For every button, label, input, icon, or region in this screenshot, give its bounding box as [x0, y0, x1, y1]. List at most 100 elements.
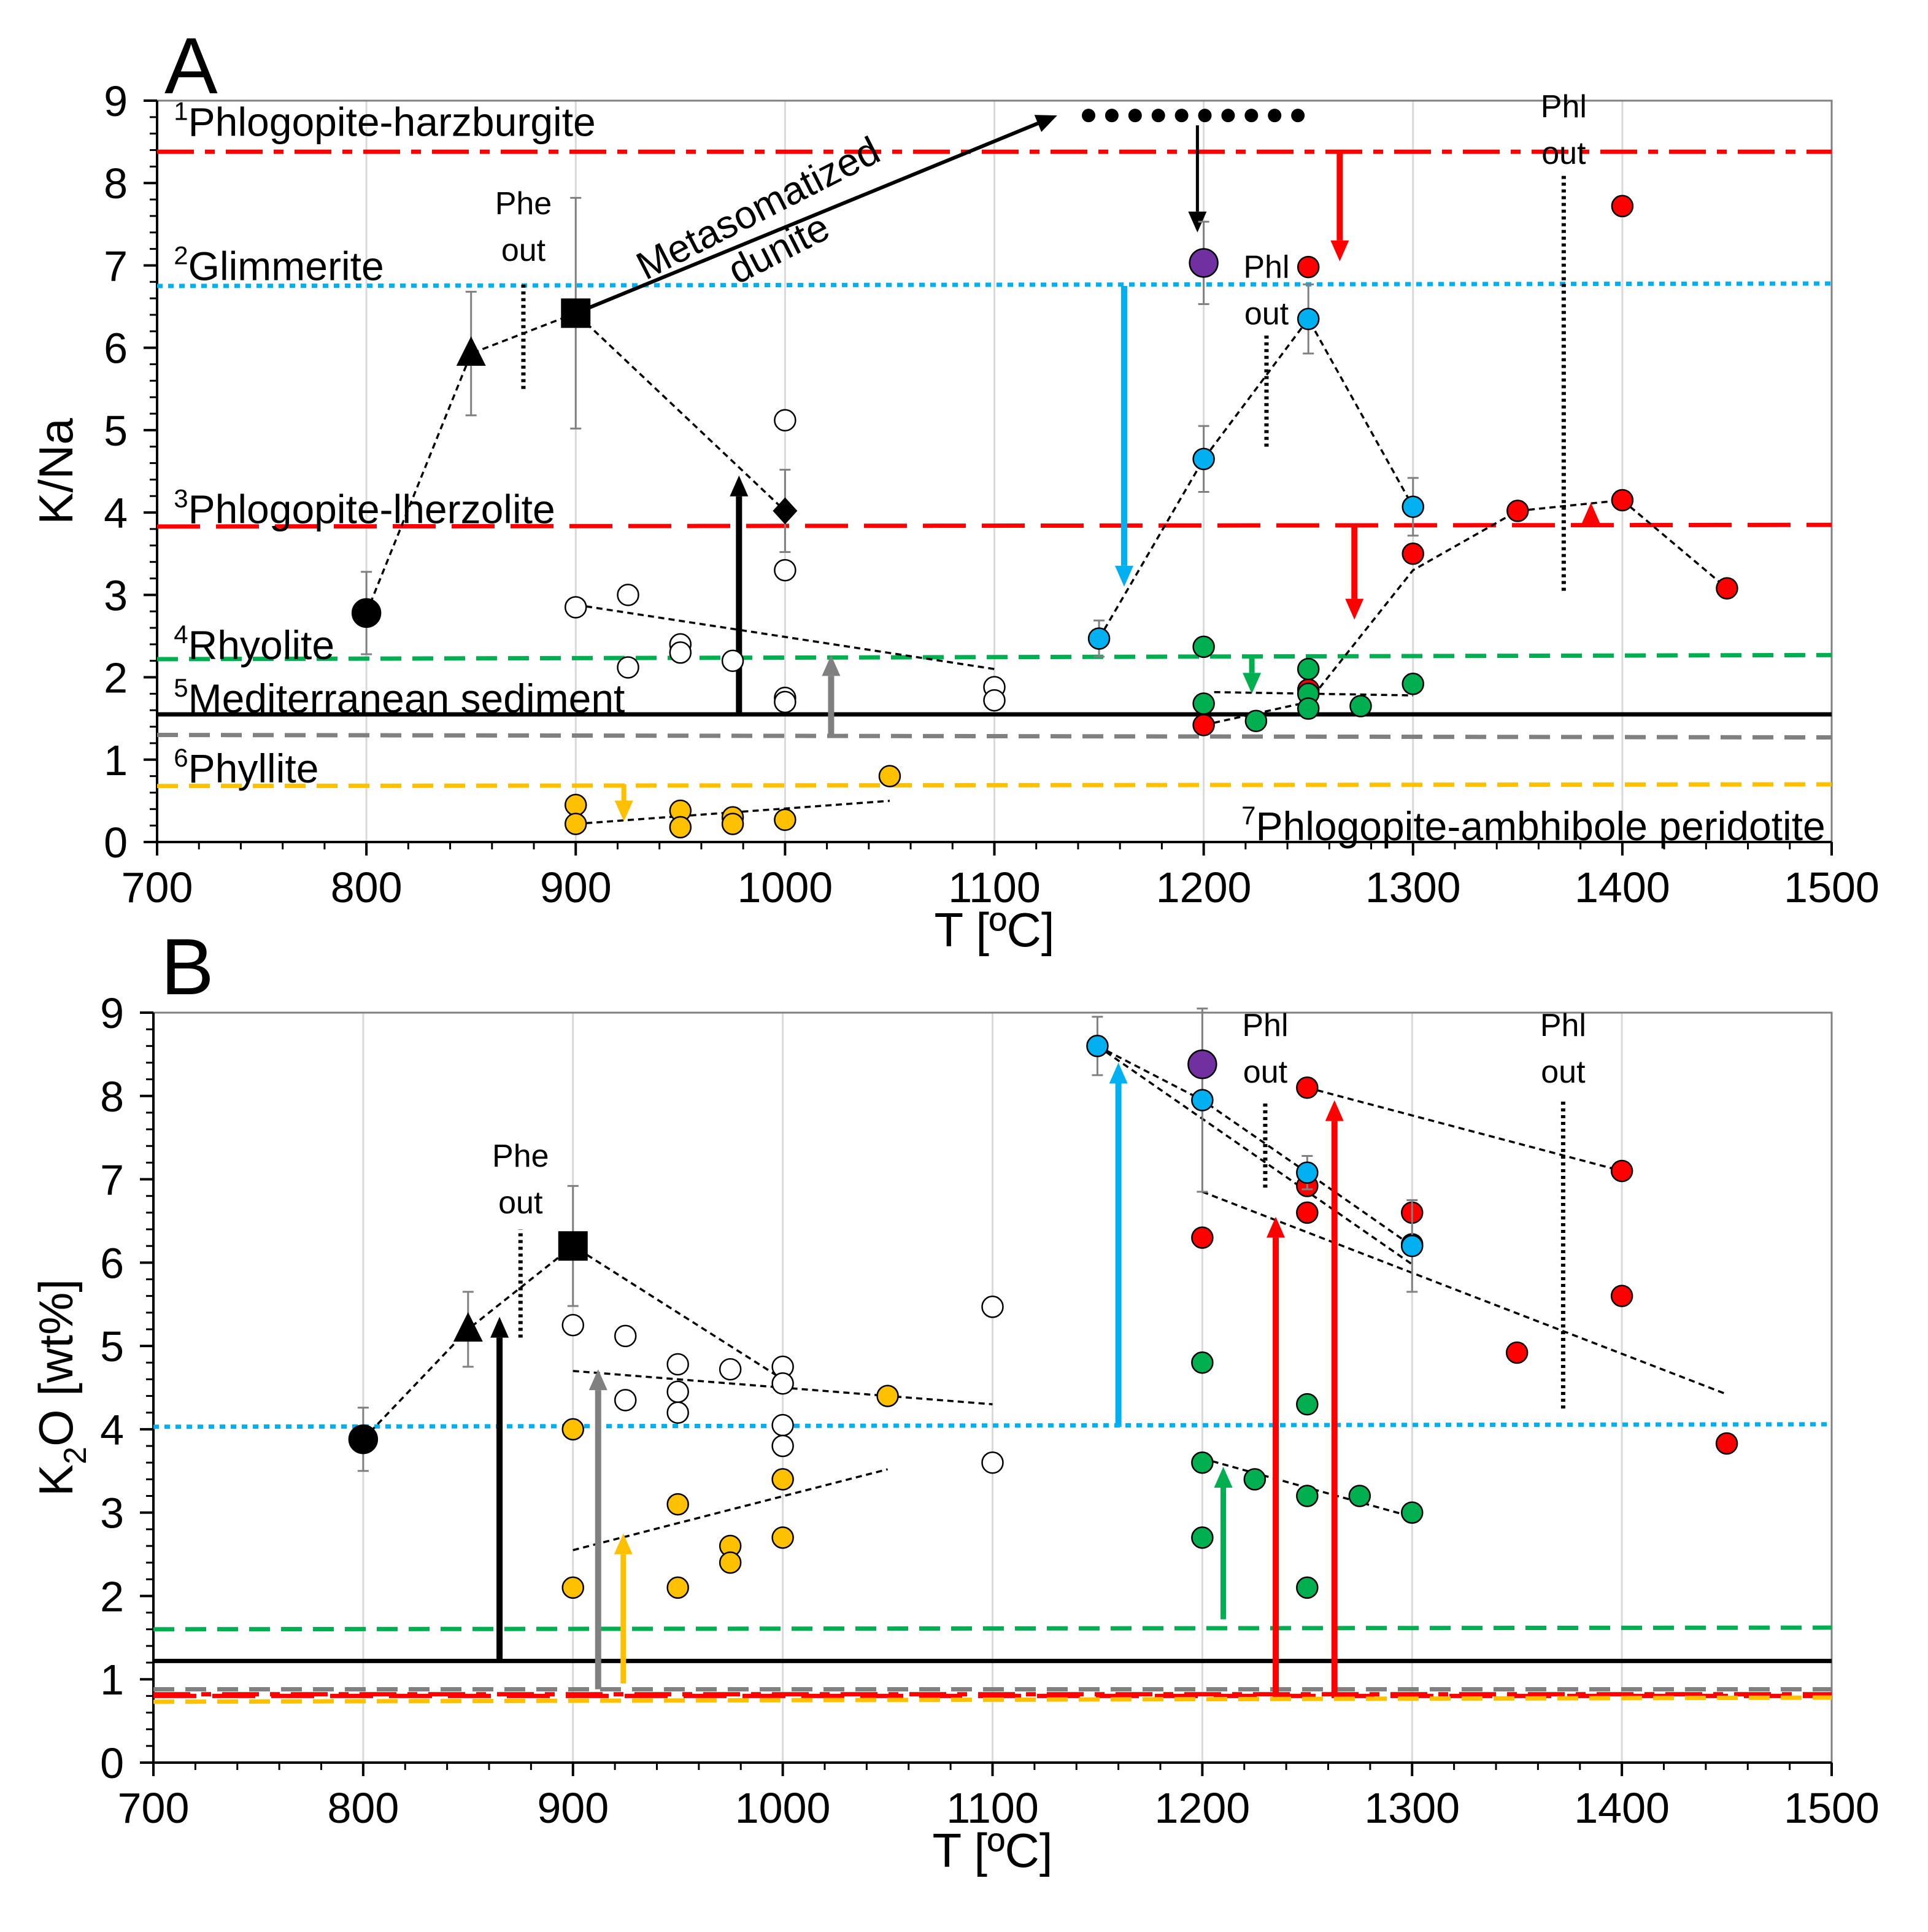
panel-a-gray-up-arrow [822, 655, 841, 735]
panel-b-phyllite-point [666, 1493, 689, 1516]
panel-a-phl-out-label-1-line: Phl [1243, 250, 1289, 285]
panel-a-gray-up-arrow-head [822, 655, 841, 676]
panel-b-y-axis-label: K2O [wt%] [29, 1279, 93, 1496]
panel-a-y-tick-label: 8 [104, 160, 128, 207]
panel-a-dunite-trend-arrow-head [1034, 115, 1057, 132]
panel-b-phl-out-label-2: Phl out [1540, 1008, 1586, 1090]
panel-a-dunite-dotted-series-dot [1244, 109, 1259, 123]
panel-b-phyllite-trendline [573, 1468, 888, 1551]
panel-b-y-tick-label: 0 [100, 1739, 124, 1787]
panel-b-cyan-up-arrow [1109, 1062, 1128, 1427]
panel-a-phyllite-point [669, 816, 692, 839]
panel-a-mediterranean-sediment-point [617, 584, 639, 606]
panel-a-green-down-arrow [1243, 655, 1262, 694]
panel-b: 700 800 900 1000 1100 1200 1300 1400 1500 0 1 2 3 4 5 6… [29, 922, 1880, 1877]
ref-phl-lherzolite-text: Phlogopite-lherzolite [188, 486, 555, 531]
panel-a: 700 800 900 1000 1100 1200 1300 1400 1500 0 1 2 3 4 5 6… [29, 21, 1880, 957]
panel-a-dunite-trend-arrow-shaft [575, 122, 1039, 315]
refB-glimmerite-line [153, 1422, 1832, 1429]
panel-a-rhyolite-point [1297, 697, 1320, 720]
panel-b-phl-out-label-1: Phl out [1242, 1008, 1288, 1090]
panel-a-metasomatized-dunite-point [561, 298, 591, 328]
panel-b-x-tick-label: 1200 [1155, 1784, 1251, 1832]
panel-b-rhyolite-point [1243, 1468, 1267, 1491]
panel-a-y-tick-label: 4 [104, 489, 128, 537]
panel-a-dunite-dotted-series-dot [1221, 109, 1235, 123]
panel-b-mediterranean-sediment-point [981, 1451, 1004, 1474]
panel-b-cyan-up-arrow-head [1109, 1062, 1128, 1084]
panel-b-rhyolite-point [1348, 1485, 1371, 1507]
panel-a-red-down-arrow-upper-head [1330, 240, 1349, 261]
ref-phl-lherzolite-line [156, 522, 1832, 529]
ref-rhyolite-superscript: 4 [174, 620, 188, 649]
panel-b-gray-up-arrow-head [588, 1369, 607, 1391]
panel-a-red-down-arrow-upper [1330, 152, 1349, 261]
panel-b-glimmerite-point [1191, 1089, 1214, 1111]
panel-b-x-axis-label: T [ºC] [932, 1823, 1052, 1877]
panel-a-x-tick-label: 1400 [1575, 864, 1670, 911]
panel-a-glimmerite-point [1192, 447, 1215, 471]
panel-b-red-up-arrow-right-head [1325, 1100, 1344, 1121]
ref-phl-harzburgite-label: 1Phlogopite-harzburgite [174, 97, 595, 145]
panel-a-phlogopite-harzburgite-point [1297, 255, 1320, 279]
panel-b-mediterranean-sediment-point [771, 1434, 794, 1458]
panel-a-x-tick-label: 1300 [1365, 864, 1461, 911]
panel-b-y-tick-label: 2 [100, 1572, 124, 1620]
panel-b-mediterranean-sediment-point [719, 1358, 742, 1381]
panel-b-x-tick-label: 900 [537, 1784, 609, 1832]
panel-b-y-tick-label: 7 [100, 1156, 124, 1204]
panel-b-x-tick-label: 1100 [946, 1784, 1039, 1832]
panel-a-mediterranean-sediment-point [774, 558, 796, 582]
panel-a-mediterranean-sediment-point [565, 596, 587, 619]
panel-a-phyllite-point [774, 808, 796, 832]
ref-phl-amph-peridotite-line [156, 733, 1832, 740]
panel-a-phyllite-point [565, 794, 587, 816]
panel-a-x-tick-label: 700 [121, 864, 193, 911]
ref-phl-amph-peridotite-superscript: 7 [1241, 801, 1255, 830]
panel-a-rhyolite-point [1349, 695, 1372, 717]
panel-b-x-tick-label: 1500 [1784, 1784, 1880, 1832]
ref-phyllite-superscript: 6 [174, 743, 188, 772]
panel-a-glimmerite-point [1087, 627, 1111, 650]
ref-med-sediment-superscript: 5 [174, 673, 188, 702]
refB-phyllite-line [153, 1695, 1832, 1704]
panel-b-y-tick-label: 3 [100, 1490, 124, 1537]
panel-b-mediterranean-sediment-point [666, 1380, 689, 1404]
panel-b-y-label-subscript: 2 [58, 1447, 93, 1464]
panel-a-phl-out-label-2: Phl out [1541, 89, 1587, 171]
panel-a-dunite-dotted-series-dot [1268, 109, 1282, 123]
panel-a-phlogopite-harzburgite-point [1611, 489, 1634, 512]
panel-b-rhyolite-point [1191, 1526, 1214, 1549]
panel-a-cyan-down-arrow-head [1114, 565, 1133, 587]
panel-b-y-tick-label: 1 [100, 1656, 124, 1704]
ref-phl-amph-peridotite-text: Phlogopite-ambhibole peridotite [1255, 803, 1825, 849]
panel-b-gray-up-arrow [588, 1369, 607, 1690]
panel-a-phe-out-label-line: Phe [495, 186, 552, 222]
panel-a-phlogopite-harzburgite-point [1716, 577, 1738, 600]
panel-a-rhyolite-point [1402, 673, 1424, 695]
panel-b-y-label-part: K [29, 1464, 83, 1496]
ref-rhyolite-line [156, 652, 1832, 662]
panel-b-rhyolite-point [1401, 1501, 1424, 1524]
panel-b-phlogopite-harzburgite-trendline [1306, 1086, 1622, 1172]
panel-b-y-tick-label: 5 [100, 1323, 124, 1370]
panel-b-mediterranean-sediment-point [771, 1372, 794, 1395]
panel-a-phl-out-label-2-line: Phl [1541, 89, 1587, 125]
ref-glimmerite-line [156, 281, 1832, 288]
panel-a-dunite-down-arrow [1188, 125, 1207, 233]
panel-b-phe-out-label: Phe out [492, 1138, 549, 1221]
panel-b-y-label-part: O [wt%] [29, 1279, 83, 1447]
panel-b-phlogopite-harzburgite-point [1610, 1159, 1633, 1183]
panel-a-phyllite-point [878, 765, 901, 787]
panel-b-phyllite-point [561, 1418, 584, 1441]
panel-b-rhyolite-point [1296, 1393, 1319, 1416]
panel-a-red-up-arrow-small [1581, 503, 1600, 527]
panel-a-yellow-down-arrow-head [614, 800, 633, 822]
panel-a-metasomatized-dunite-point [351, 598, 382, 628]
panel-a-y-axis-label: K/Na [29, 418, 83, 525]
panel-a-y-tick-label: 5 [104, 407, 128, 455]
panel-a-glimmerite-trendline [1098, 317, 1414, 639]
ref-med-sediment-text: Mediterranean sediment [188, 676, 625, 721]
panel-a-mediterranean-sediment-point [721, 649, 744, 672]
panel-a-glimmerite-point [1297, 307, 1320, 330]
